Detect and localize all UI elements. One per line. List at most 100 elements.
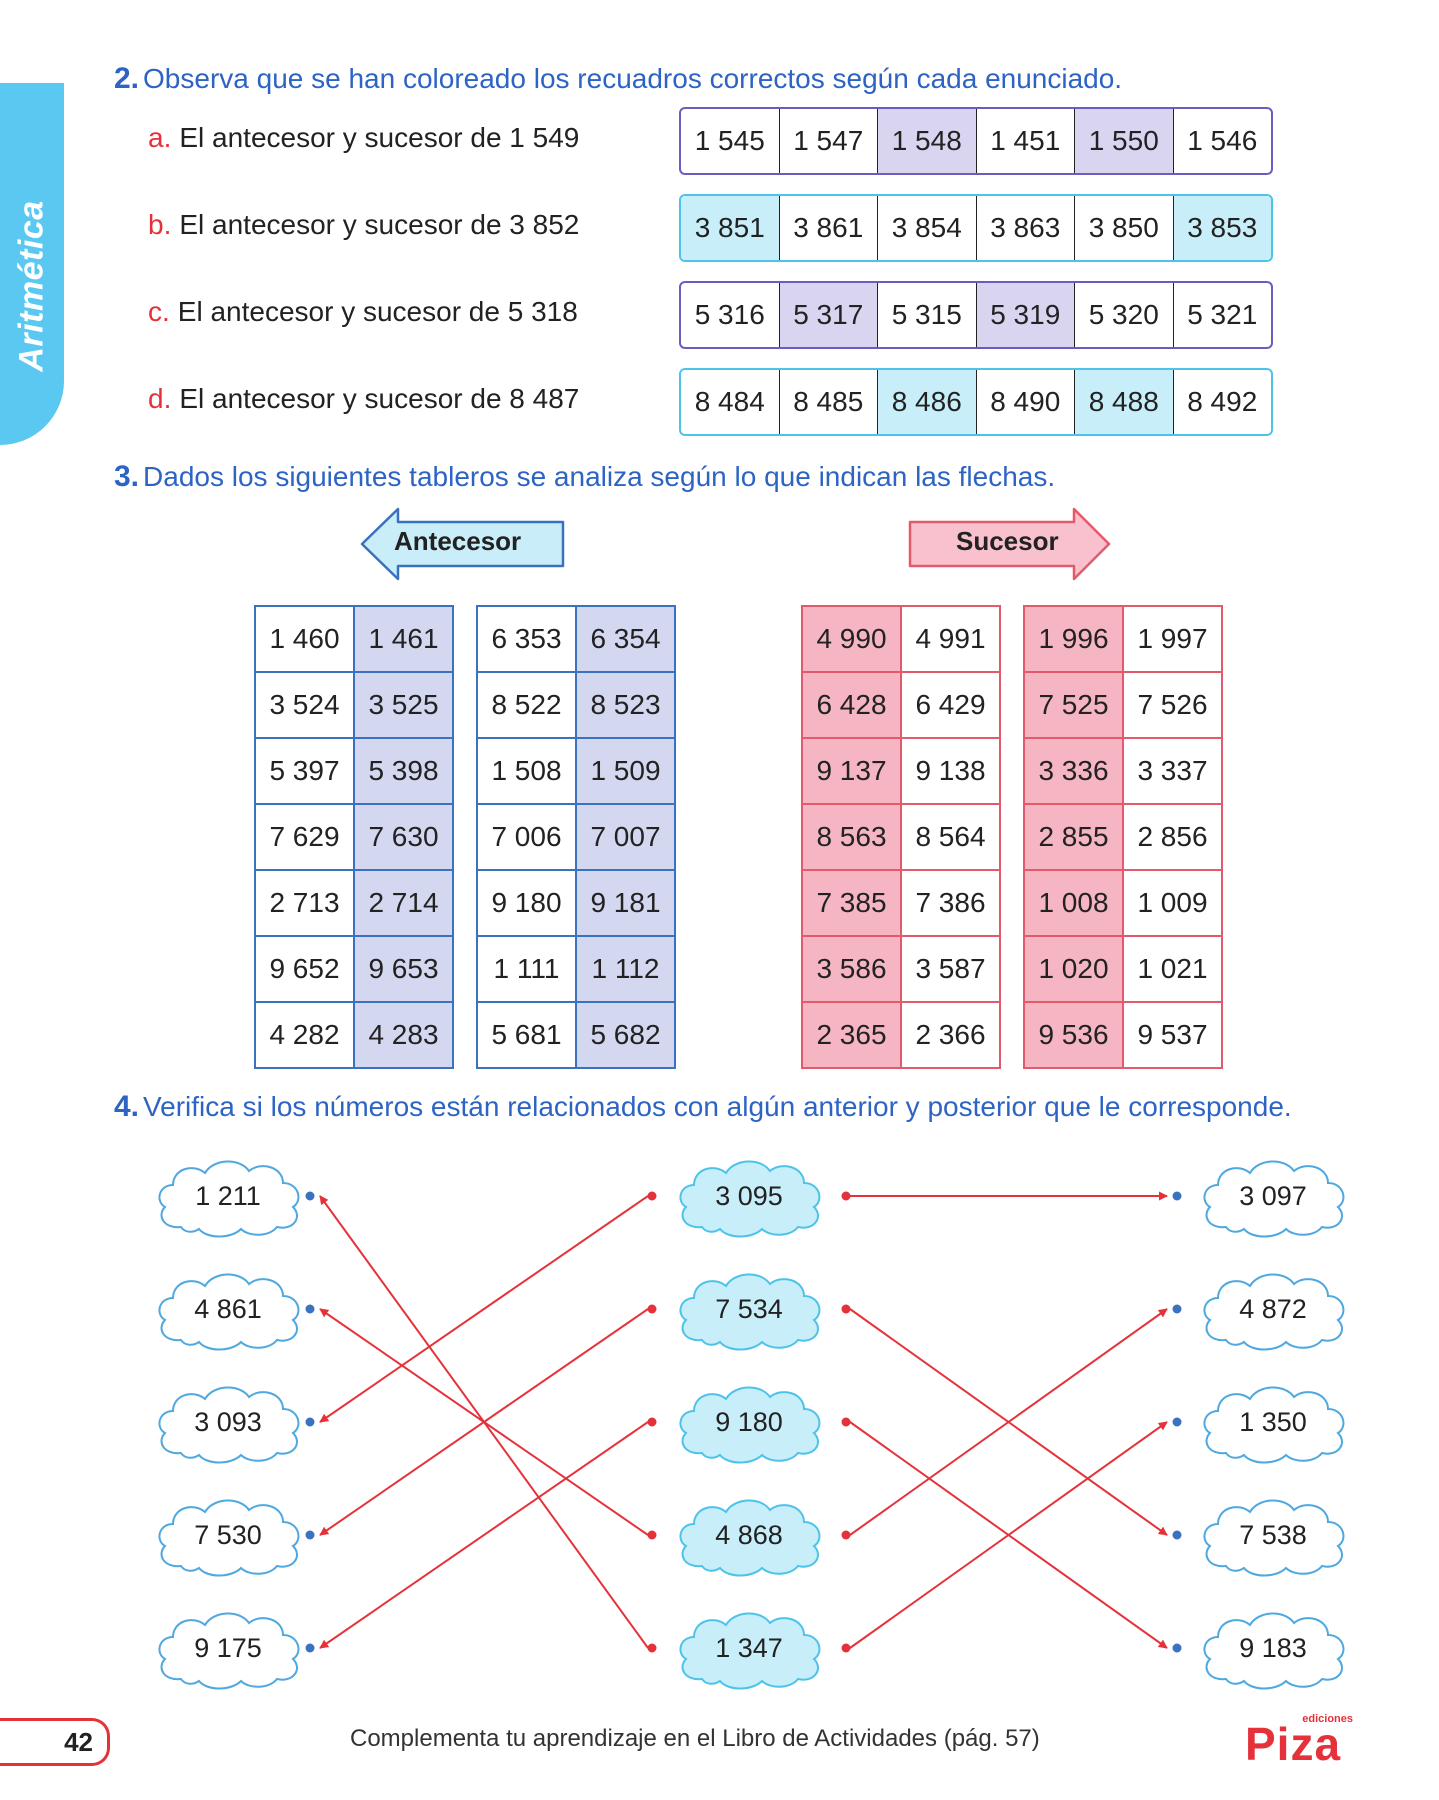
predecessor-link-line	[319, 1195, 649, 1649]
board-cell-shaded: 9 653	[353, 935, 454, 1003]
option-box-highlighted[interactable]: 5 319	[975, 283, 1074, 347]
section4-title: Verifica si los números están relacionad…	[143, 1091, 1292, 1122]
right-connection-dot[interactable]	[1172, 1530, 1182, 1540]
option-box-highlighted[interactable]: 1 548	[877, 109, 976, 173]
option-box-highlighted[interactable]: 3 851	[681, 196, 779, 260]
cloud-shape-icon	[1203, 1273, 1345, 1351]
right-connection-dot[interactable]	[1172, 1191, 1182, 1201]
option-box[interactable]: 5 321	[1172, 283, 1272, 347]
successor-link-line	[849, 1421, 1168, 1649]
option-box[interactable]: 1 451	[975, 109, 1075, 173]
middle-left-connection-dot[interactable]	[647, 1417, 657, 1427]
board-cell: 3 524	[254, 671, 355, 739]
left-connection-dot[interactable]	[305, 1191, 315, 1201]
number-cloud: 3 097	[1198, 1153, 1348, 1239]
cloud-shape-icon	[679, 1160, 821, 1238]
option-box-highlighted[interactable]: 8 486	[877, 370, 976, 434]
cloud-shape-icon	[679, 1612, 821, 1690]
board-cell: 2 366	[900, 1001, 1001, 1069]
board-cell: 2 856	[1122, 803, 1223, 871]
page-number: 42	[64, 1726, 93, 1757]
board-cell: 3 337	[1122, 737, 1223, 805]
option-box[interactable]: 1 545	[694, 125, 765, 156]
cloud-number: 1 347	[715, 1632, 783, 1663]
option-box-highlighted[interactable]: 8 488	[1074, 370, 1173, 434]
option-box-highlighted[interactable]: 3 853	[1172, 196, 1271, 260]
cloud-shape-icon	[1203, 1386, 1345, 1464]
logo-big-text: Piza	[1245, 1718, 1342, 1770]
right-connection-dot[interactable]	[1172, 1643, 1182, 1653]
option-box[interactable]: 5 316	[694, 299, 765, 330]
board-cell-shaded: 9 536	[1023, 1001, 1124, 1069]
left-connection-dot[interactable]	[305, 1530, 315, 1540]
left-connection-dot[interactable]	[305, 1417, 315, 1427]
option-box[interactable]: 3 861	[778, 196, 878, 260]
board-cell: 9 180	[476, 869, 577, 937]
footer-text: Complementa tu aprendizaje en el Libro d…	[350, 1725, 1040, 1752]
board-cell-shaded: 7 007	[575, 803, 676, 871]
option-box[interactable]: 5 320	[1074, 283, 1173, 347]
statement-text: El antecesor y sucesor de 8 487	[179, 383, 580, 414]
options-row-d: 8 484 8 485 8 486 8 490 8 488 8 492	[679, 368, 1273, 436]
right-connection-dot[interactable]	[1172, 1304, 1182, 1314]
middle-left-connection-dot[interactable]	[647, 1643, 657, 1653]
middle-right-connection-dot[interactable]	[841, 1191, 851, 1201]
right-connection-dot[interactable]	[1172, 1417, 1182, 1427]
number-cloud: 7 534	[674, 1266, 824, 1352]
option-box-highlighted[interactable]: 1 550	[1074, 109, 1173, 173]
board-cell-shaded: 4 990	[801, 605, 902, 673]
option-box[interactable]: 8 485	[778, 370, 878, 434]
board-cell: 3 587	[900, 935, 1001, 1003]
number-cloud: 3 095	[674, 1153, 824, 1239]
cloud-shape-icon	[679, 1273, 821, 1351]
section4-heading: 4. Verifica si los números están relacion…	[114, 1090, 1292, 1124]
board-cell-shaded: 6 428	[801, 671, 902, 739]
antecesor-label: Antecesor	[394, 526, 522, 556]
number-cloud: 4 868	[674, 1492, 824, 1578]
board-cell: 4 282	[254, 1001, 355, 1069]
middle-left-connection-dot[interactable]	[647, 1530, 657, 1540]
middle-right-connection-dot[interactable]	[841, 1417, 851, 1427]
option-box[interactable]: 1 547	[778, 109, 878, 173]
section3-title: Dados los siguientes tableros se analiza…	[143, 461, 1056, 492]
option-box[interactable]: 3 850	[1074, 196, 1173, 260]
option-box-highlighted[interactable]: 5 317	[778, 283, 877, 347]
successor-link-line	[849, 1308, 1168, 1536]
board-cell: 4 991	[900, 605, 1001, 673]
left-connection-dot[interactable]	[305, 1643, 315, 1653]
option-box[interactable]: 8 492	[1172, 370, 1272, 434]
option-box[interactable]: 8 490	[975, 370, 1075, 434]
section4-number: 4.	[114, 1090, 140, 1123]
board-cell: 5 397	[254, 737, 355, 805]
section3-heading: 3. Dados los siguientes tableros se anali…	[114, 460, 1055, 494]
cloud-number: 3 093	[194, 1406, 262, 1437]
middle-right-connection-dot[interactable]	[841, 1530, 851, 1540]
left-connection-dot[interactable]	[305, 1304, 315, 1314]
number-cloud: 1 350	[1198, 1379, 1348, 1465]
option-box[interactable]: 5 315	[877, 283, 976, 347]
option-box[interactable]: 3 863	[975, 196, 1075, 260]
page-tab: 42	[0, 1718, 110, 1766]
number-cloud: 4 861	[153, 1266, 303, 1352]
successor-link-line	[849, 1421, 1168, 1649]
middle-right-connection-dot[interactable]	[841, 1643, 851, 1653]
number-cloud: 1 211	[153, 1153, 303, 1239]
middle-right-connection-dot[interactable]	[841, 1304, 851, 1314]
board-cell-shaded: 3 336	[1023, 737, 1124, 805]
option-box[interactable]: 3 854	[877, 196, 976, 260]
board-cell: 2 713	[254, 869, 355, 937]
cloud-number: 7 530	[194, 1519, 262, 1550]
options-row-c: 5 316 5 317 5 315 5 319 5 320 5 321	[679, 281, 1273, 349]
middle-left-connection-dot[interactable]	[647, 1304, 657, 1314]
cloud-shape-icon	[158, 1386, 300, 1464]
cloud-shape-icon	[679, 1386, 821, 1464]
cloud-shape-icon	[158, 1273, 300, 1351]
option-box[interactable]: 8 484	[694, 386, 765, 417]
board-cell: 1 021	[1122, 935, 1223, 1003]
statement-text: El antecesor y sucesor de 1 549	[179, 122, 580, 153]
option-box[interactable]: 1 546	[1172, 109, 1272, 173]
middle-left-connection-dot[interactable]	[647, 1191, 657, 1201]
board-cell: 9 652	[254, 935, 355, 1003]
cloud-number: 3 095	[715, 1180, 783, 1211]
number-cloud: 7 530	[153, 1492, 303, 1578]
